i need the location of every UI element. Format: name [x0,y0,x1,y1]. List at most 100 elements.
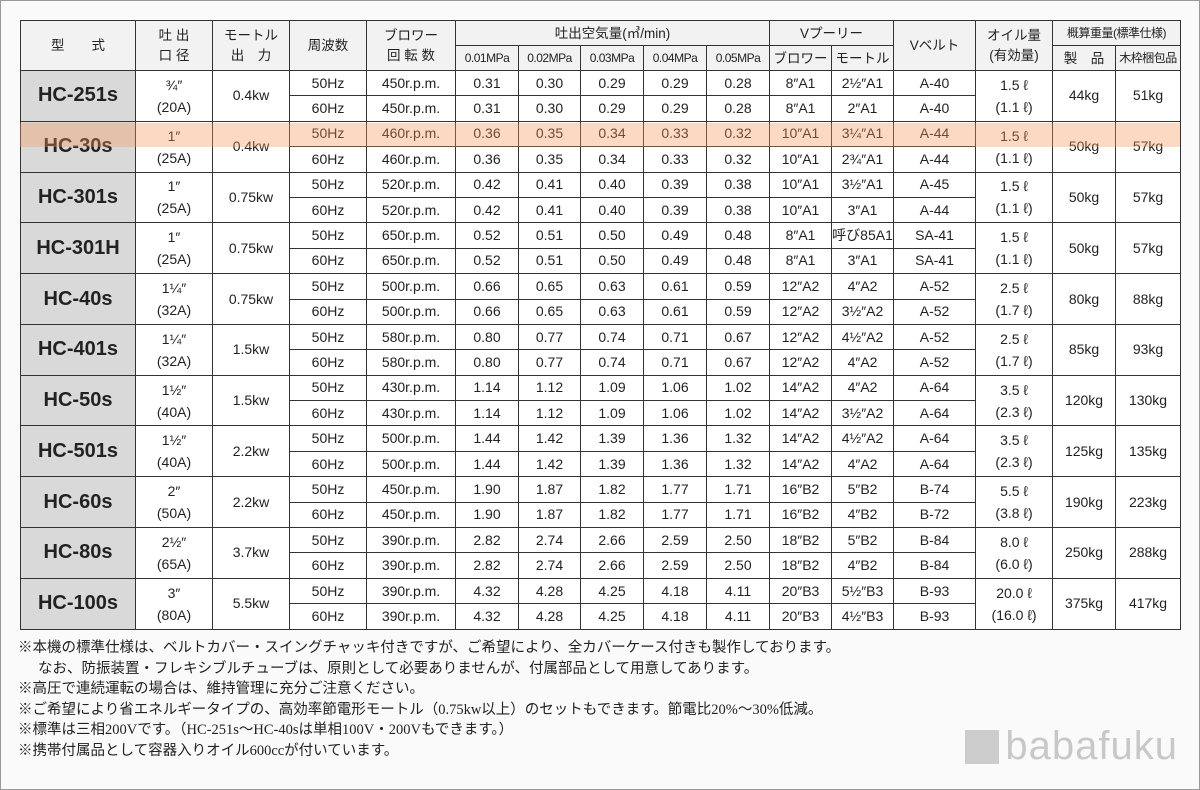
spec-table-body: HC-251s ¾″ (20A) 0.4kw 50Hz 450r.p.m. 0.31 0.30… [20,69,1182,630]
v-belt: B-74 [893,476,977,503]
weight-crate: 88kg [1115,273,1182,325]
pulley-blower: 8″A1 [769,222,833,249]
model-name: HC-60s [20,476,136,529]
v-belt: A-44 [893,146,977,173]
air-flow-value: 0.42 [455,171,519,198]
air-flow-value: 1.44 [455,450,519,478]
pulley-blower: 20″B3 [769,577,833,605]
air-flow-value: 1.77 [643,476,707,503]
air-flow-value: 0.65 [518,298,581,325]
header-outlet: 吐 出口 径 [135,20,213,71]
oil-amount: 3.5 ℓ (2.3 ℓ) [975,425,1054,478]
air-flow-value: 0.29 [643,69,707,97]
pulley-blower: 14″A2 [769,400,833,427]
motor-output: 0.75kw [212,171,290,224]
air-flow-value: 0.63 [580,298,644,325]
motor-output: 2.2kw [212,476,290,529]
table-row: HC-30s 1″ (25A) 0.4kw 50Hz 460r.p.m. 0.36 0.35 0… [20,120,1182,173]
blower-rpm: 450r.p.m. [366,69,456,97]
frequency: 50Hz [289,222,367,249]
air-flow-value: 0.31 [455,95,519,122]
air-flow-value: 1.02 [705,374,771,402]
notes: ※本機の標準仕様は、ベルトカバー・スイングチャッキ付きですが、ご希望により、全カ… [18,638,840,761]
air-flow-value: 2.59 [643,552,707,579]
weight-product: 50kg [1052,120,1117,173]
header-blower-rpm: ブロワー回 転 数 [366,20,456,71]
frequency: 60Hz [289,146,367,173]
air-flow-value: 2.50 [705,552,771,579]
frequency: 60Hz [289,349,367,376]
table-row: HC-301H 1″ (25A) 0.75kw 50Hz 650r.p.m. 0.52 0.5… [20,222,1182,275]
blower-rpm: 500r.p.m. [366,298,456,325]
air-flow-value: 0.77 [518,323,581,351]
air-flow-value: 4.32 [455,603,519,630]
frequency: 60Hz [289,247,367,275]
motor-output: 3.7kw [212,527,290,579]
pulley-motor: 4″A2 [831,450,895,478]
note: ※標準は三相200Vです。（HC-251s〜HC-40sは単相100V・200V… [18,722,514,738]
outlet-size: 2″ (50A) [135,476,213,529]
frequency: 50Hz [289,273,367,300]
pulley-blower: 14″A2 [769,450,833,478]
frequency: 60Hz [289,603,367,630]
frequency: 50Hz [289,323,367,351]
weight-product: 50kg [1052,222,1117,275]
model-name: HC-80s [20,527,136,579]
air-flow-value: 1.44 [455,425,519,452]
weight-product: 190kg [1052,476,1117,529]
pulley-blower: 14″A2 [769,425,833,452]
air-flow-value: 0.29 [643,95,707,122]
air-flow-value: 0.36 [455,146,519,173]
air-flow-value: 0.74 [580,323,644,351]
air-flow-value: 0.32 [705,146,771,173]
motor-output: 5.5kw [212,577,290,630]
outlet-size: 3″ (80A) [135,577,213,630]
weight-crate: 135kg [1115,425,1182,478]
oil-amount: 2.5 ℓ (1.7 ℓ) [975,273,1054,325]
pulley-blower: 16″B2 [769,476,833,503]
frequency: 60Hz [289,95,367,122]
table-row: 60Hz 450r.p.m. 1.90 1.87 1.82 1.77 1.71 16″B2 4″… [21,501,1181,529]
v-belt: B-93 [893,603,977,630]
v-belt: A-52 [893,273,977,300]
air-flow-value: 4.28 [518,577,581,605]
oil-amount: 3.5 ℓ (2.3 ℓ) [975,374,1054,427]
air-flow-value: 2.82 [455,552,519,579]
blower-rpm: 460r.p.m. [366,146,456,173]
v-belt: A-52 [893,349,977,376]
air-flow-value: 0.65 [518,273,581,300]
v-belt: B-84 [893,552,977,579]
blower-rpm: 500r.p.m. [366,450,456,478]
blower-rpm: 430r.p.m. [366,400,456,427]
blower-rpm: 500r.p.m. [366,425,456,452]
air-flow-value: 0.33 [643,120,707,148]
v-belt: A-45 [893,171,977,198]
air-flow-value: 1.06 [643,400,707,427]
pulley-blower: 18″B2 [769,527,833,554]
pulley-blower: 8″A1 [769,247,833,275]
air-flow-value: 1.09 [580,374,644,402]
weight-product: 50kg [1052,171,1117,224]
oil-amount: 20.0 ℓ (16.0 ℓ) [975,577,1054,630]
motor-output: 1.5kw [212,323,290,376]
table-row: 60Hz 580r.p.m. 0.80 0.77 0.74 0.71 0.67 12″A2 4″… [21,349,1181,376]
air-flow-value: 0.40 [580,196,644,224]
air-flow-value: 0.71 [643,349,707,376]
frequency: 50Hz [289,425,367,452]
header-motor: モートル出 力 [212,20,290,71]
pulley-motor: 2″A1 [831,95,895,122]
pulley-blower: 8″A1 [769,69,833,97]
header-flow-group: 吐出空気量(㎥/min) [454,20,771,46]
pulley-motor: 3¼″A1 [831,120,895,148]
air-flow-value: 2.74 [518,552,581,579]
frequency: 50Hz [289,120,367,148]
air-flow-value: 0.52 [455,247,519,275]
air-flow-value: 0.28 [705,95,771,122]
air-flow-value: 0.66 [455,273,519,300]
table-row: HC-50s 1½″ (40A) 1.5kw 50Hz 430r.p.m. 1.14 1.12… [20,374,1182,427]
header-oil: オイル量 (有効量) [975,20,1054,71]
frequency: 60Hz [289,450,367,478]
air-flow-value: 0.49 [643,222,707,249]
air-flow-value: 2.59 [643,527,707,554]
oil-amount: 1.5 ℓ (1.1 ℓ) [975,70,1054,122]
